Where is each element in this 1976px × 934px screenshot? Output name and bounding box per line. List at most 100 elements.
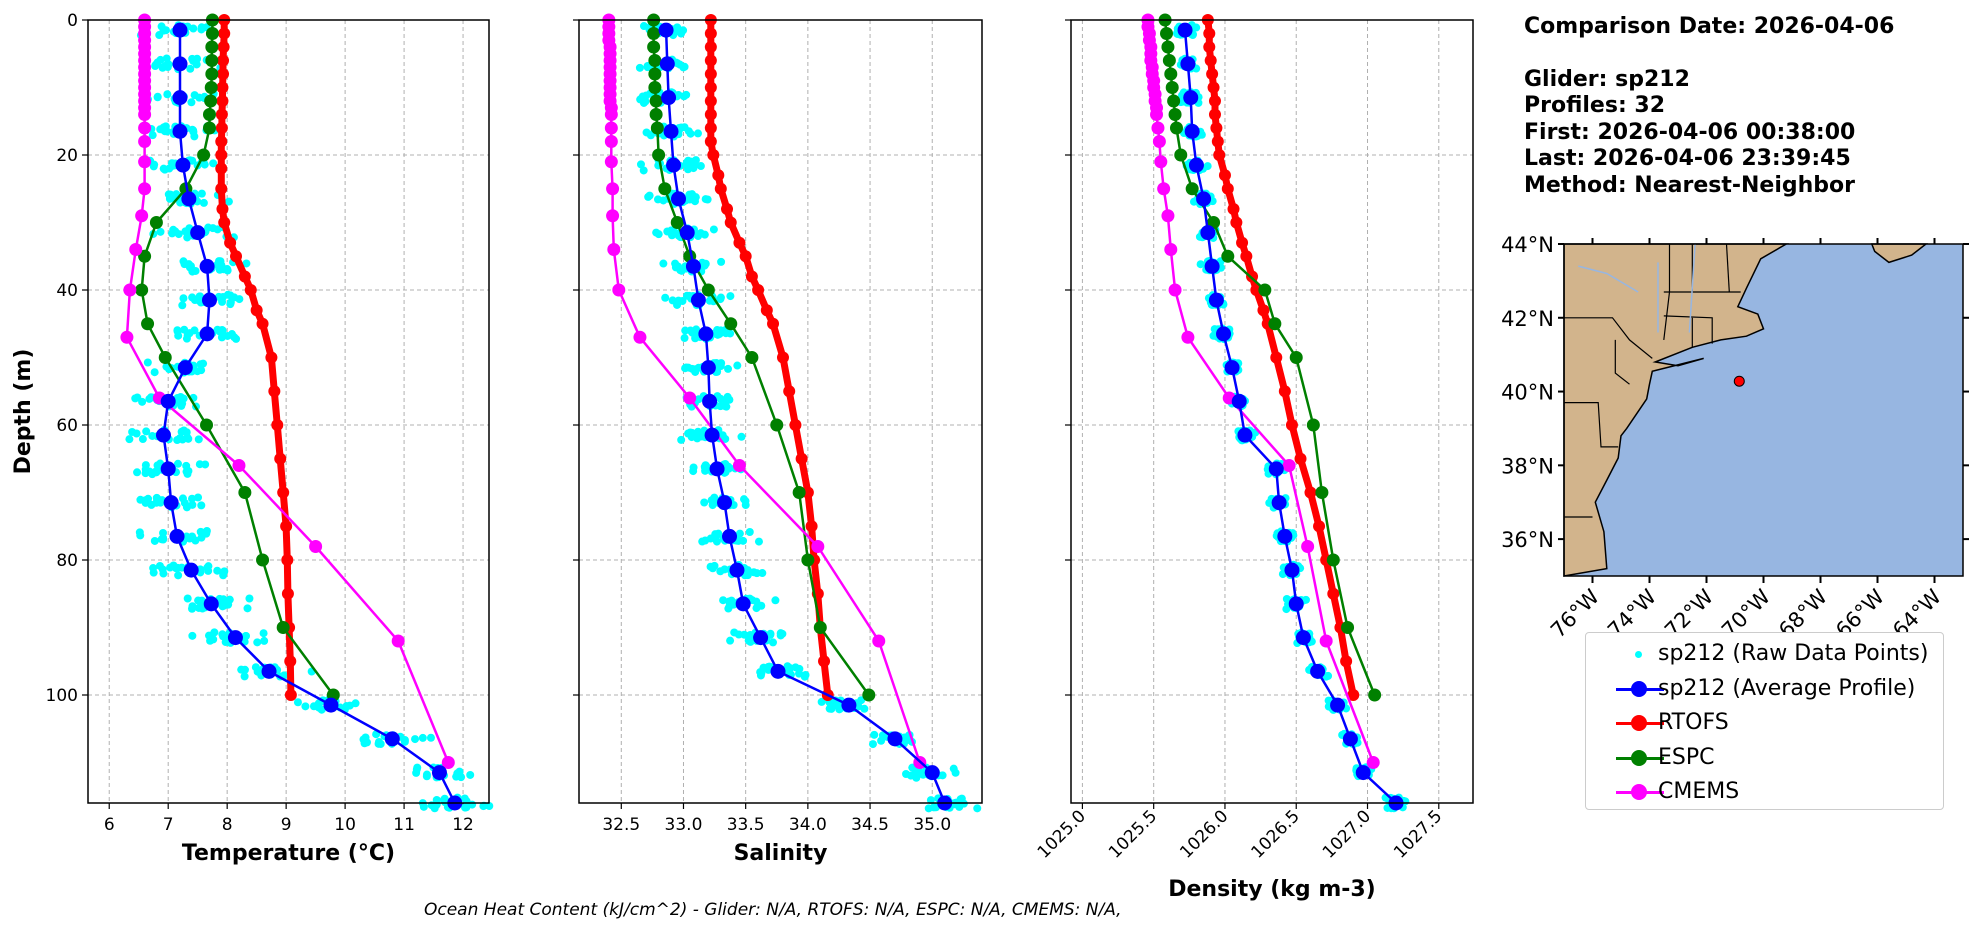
raw-data-point bbox=[240, 672, 249, 681]
rtofs-marker bbox=[230, 250, 243, 263]
lat-tick-label: 44°N bbox=[1501, 233, 1554, 257]
cmems-marker bbox=[1168, 283, 1182, 297]
glider-marker bbox=[384, 731, 400, 747]
raw-data-point bbox=[741, 497, 750, 506]
espc-marker bbox=[204, 94, 218, 108]
glider-marker bbox=[722, 528, 738, 544]
rtofs-marker bbox=[704, 122, 717, 134]
legend-label: CMEMS bbox=[1658, 779, 1740, 804]
glider-marker bbox=[183, 562, 199, 578]
raw-data-point bbox=[688, 191, 697, 200]
glider-marker bbox=[1188, 157, 1204, 173]
raw-data-point bbox=[661, 293, 670, 302]
raw-data-point bbox=[877, 736, 886, 745]
glider-marker bbox=[1224, 360, 1240, 376]
rtofs-marker bbox=[284, 689, 297, 701]
rtofs-marker bbox=[714, 182, 727, 195]
glider-marker bbox=[735, 596, 751, 612]
raw-data-point bbox=[715, 329, 724, 338]
espc-marker bbox=[138, 249, 152, 263]
raw-data-point bbox=[259, 629, 268, 638]
raw-data-point bbox=[698, 537, 707, 546]
raw-data-point bbox=[720, 401, 729, 410]
cmems-marker bbox=[441, 756, 455, 769]
raw-data-point bbox=[218, 630, 227, 639]
cmems-marker bbox=[604, 135, 618, 148]
raw-data-point bbox=[128, 427, 137, 436]
raw-data-point bbox=[199, 198, 208, 207]
glider-marker bbox=[1237, 427, 1253, 443]
raw-data-point bbox=[725, 395, 734, 404]
raw-data-point bbox=[141, 498, 150, 507]
glider-marker bbox=[1268, 461, 1284, 477]
info-panel: Comparison Date: 2026-04-06 Glider: sp212… bbox=[1524, 14, 1894, 199]
glider-marker bbox=[887, 731, 903, 747]
raw-data-point bbox=[700, 498, 709, 507]
glider-marker bbox=[181, 191, 197, 207]
legend-label: ESPC bbox=[1658, 744, 1715, 770]
rtofs-marker bbox=[1304, 486, 1317, 499]
rtofs-marker bbox=[250, 304, 263, 317]
rtofs-marker bbox=[704, 54, 717, 67]
raw-data-point bbox=[190, 132, 199, 141]
glider-marker bbox=[704, 427, 720, 443]
rtofs-marker bbox=[760, 304, 773, 317]
raw-data-point bbox=[199, 359, 208, 368]
raw-data-point bbox=[226, 298, 235, 307]
raw-data-point bbox=[149, 564, 158, 573]
rtofs-marker bbox=[739, 250, 752, 263]
rtofs-marker bbox=[704, 68, 717, 80]
raw-data-point bbox=[173, 327, 182, 336]
cmems-marker bbox=[604, 108, 618, 121]
raw-data-point bbox=[182, 461, 191, 470]
espc-marker bbox=[658, 182, 672, 196]
glider-marker bbox=[679, 225, 695, 241]
raw-data-point bbox=[359, 735, 368, 744]
raw-data-point bbox=[188, 604, 197, 613]
raw-data-point bbox=[730, 628, 739, 637]
raw-data-point bbox=[689, 467, 698, 476]
raw-data-point bbox=[196, 527, 205, 536]
cmems-marker bbox=[1161, 209, 1175, 223]
rtofs-marker bbox=[1257, 304, 1270, 317]
raw-data-point bbox=[786, 664, 795, 673]
espc-marker bbox=[205, 67, 219, 81]
glider-marker bbox=[163, 495, 179, 511]
legend-label: sp212 (Average Profile) bbox=[1658, 675, 1916, 701]
x-tick-label: 8 bbox=[222, 815, 233, 835]
raw-data-point bbox=[241, 632, 250, 641]
cmems-marker bbox=[811, 540, 825, 553]
raw-data-point bbox=[679, 26, 688, 35]
raw-data-point bbox=[681, 326, 690, 335]
legend: sp212 (Raw Data Points) sp212 (Average Pr… bbox=[1585, 632, 1944, 810]
glider-marker bbox=[169, 528, 185, 544]
raw-data-point bbox=[173, 459, 182, 468]
map-panel: 36°N38°N40°N42°N44°N76°W 74°W 72°W 70°W 68°W… bbox=[1501, 233, 1969, 643]
rtofs-marker bbox=[218, 216, 231, 229]
glider-marker bbox=[666, 157, 682, 173]
espc-marker bbox=[256, 553, 270, 567]
raw-data-point bbox=[209, 635, 218, 644]
raw-data-point bbox=[643, 63, 652, 72]
legend-label: sp212 (Raw Data Points) bbox=[1658, 641, 1929, 666]
raw-data-point bbox=[949, 764, 958, 773]
raw-data-point bbox=[654, 230, 663, 239]
rtofs-marker bbox=[216, 203, 229, 215]
rtofs-marker bbox=[1285, 419, 1298, 431]
river bbox=[1578, 265, 1639, 293]
rtofs-marker bbox=[805, 520, 818, 533]
ocean-heat-content: Ocean Heat Content (kJ/cm^2) - Glider: N… bbox=[424, 900, 1122, 920]
raw-data-point bbox=[183, 231, 192, 240]
rtofs-marker bbox=[1208, 95, 1221, 107]
raw-data-point bbox=[253, 667, 262, 676]
raw-data-point bbox=[902, 770, 911, 779]
rtofs-marker bbox=[783, 385, 796, 398]
espc-marker bbox=[648, 67, 662, 81]
espc-line bbox=[652, 20, 870, 696]
rtofs-marker bbox=[795, 452, 808, 465]
raw-data-point bbox=[912, 773, 921, 782]
rtofs-marker bbox=[704, 108, 717, 121]
x-axis-label: Salinity bbox=[734, 841, 828, 866]
raw-data-point bbox=[232, 334, 241, 343]
rtofs-marker bbox=[789, 419, 802, 431]
